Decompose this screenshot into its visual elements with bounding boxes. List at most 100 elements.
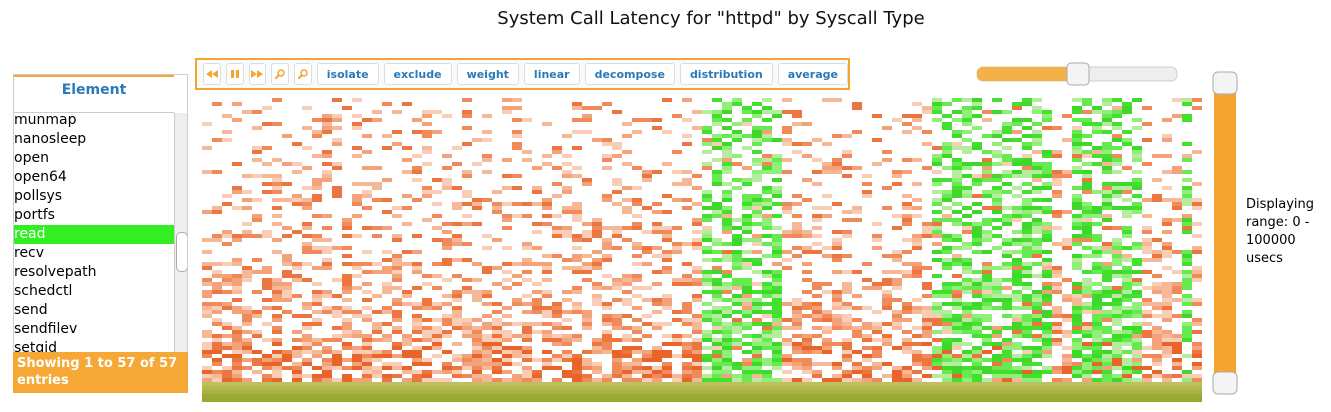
heatmap-cell — [752, 362, 762, 366]
horizontal-slider[interactable] — [975, 62, 1181, 86]
list-item[interactable]: sendfilev — [14, 321, 78, 337]
list-item[interactable]: send — [14, 302, 48, 318]
heatmap-cell — [602, 334, 612, 338]
list-item[interactable]: read — [14, 225, 174, 244]
heatmap-cell — [722, 362, 732, 366]
list-header[interactable]: Element — [14, 75, 174, 113]
heatmap-cell — [1152, 386, 1162, 390]
heatmap-cell — [322, 114, 332, 118]
heatmap-cell — [1062, 366, 1072, 370]
toolbar-button[interactable]: weight — [456, 63, 519, 85]
heatmap-cell — [722, 258, 732, 262]
heatmap-cell — [1102, 386, 1112, 390]
heatmap-cell — [262, 122, 272, 126]
heatmap-cell — [412, 306, 422, 310]
rewind-button[interactable] — [203, 63, 221, 85]
heatmap-cell — [482, 130, 492, 134]
heatmap-cell — [692, 294, 702, 298]
list-item[interactable]: resolvepath — [14, 264, 97, 280]
list-item[interactable]: open — [14, 150, 49, 166]
list-item[interactable]: recv — [14, 245, 45, 261]
heatmap-cell — [242, 382, 252, 386]
toolbar-button[interactable]: decompose — [584, 63, 675, 85]
toolbar-button[interactable]: exclude — [383, 63, 452, 85]
heatmap-cell — [302, 246, 312, 250]
heatmap-cell — [982, 378, 992, 382]
heatmap-cell — [782, 126, 792, 130]
heatmap-cell — [422, 334, 432, 338]
list-item[interactable]: schedctl — [14, 283, 73, 299]
heatmap-cell — [272, 290, 282, 294]
list-item[interactable]: nanosleep — [14, 131, 87, 147]
heatmap-cell — [572, 286, 582, 290]
slider-knob-bottom[interactable] — [1212, 371, 1238, 395]
heatmap-cell — [422, 282, 432, 286]
heatmap-cell — [832, 302, 842, 306]
list-item[interactable]: munmap — [14, 112, 77, 128]
heatmap-cell — [952, 346, 962, 350]
heatmap-cell — [1132, 154, 1142, 158]
heatmap-cell — [352, 274, 362, 278]
heatmap-cell — [1072, 342, 1082, 346]
pause-button[interactable] — [225, 63, 244, 85]
heatmap-cell — [1162, 170, 1172, 174]
scroll-thumb[interactable] — [176, 232, 187, 272]
list-item[interactable]: portfs — [14, 207, 55, 223]
list-item[interactable]: open64 — [14, 169, 67, 185]
heatmap-cell — [732, 258, 742, 262]
zoom-in-button[interactable] — [271, 63, 289, 85]
heatmap-cell — [422, 146, 432, 150]
vertical-slider[interactable] — [1210, 70, 1242, 396]
heatmap-cell — [362, 342, 372, 346]
heatmap-cell — [1082, 370, 1092, 374]
heatmap-cell — [1042, 334, 1052, 338]
heatmap-cell — [1162, 222, 1172, 226]
heatmap-cell — [1192, 222, 1202, 226]
heatmap-cell — [842, 354, 852, 358]
heatmap-cell — [852, 362, 862, 366]
toolbar-button[interactable]: isolate — [316, 63, 379, 85]
heatmap-cell — [762, 322, 772, 326]
heatmap-cell — [1032, 314, 1042, 318]
heatmap-cell — [1082, 134, 1092, 138]
heatmap-cell — [1162, 246, 1172, 250]
heatmap-cell — [1142, 390, 1152, 394]
heatmap-cell — [902, 382, 912, 386]
heatmap-cell — [972, 330, 982, 334]
heatmap-cell — [1102, 206, 1112, 210]
list-item[interactable]: pollsys — [14, 188, 63, 204]
forward-button[interactable] — [248, 63, 267, 85]
heatmap-cell — [832, 386, 842, 390]
heatmap-cell — [202, 374, 212, 378]
heatmap-cell — [1092, 162, 1102, 166]
heatmap-cell — [352, 122, 362, 126]
heatmap-cell — [682, 350, 692, 354]
heatmap-cell — [1072, 330, 1082, 334]
toolbar-button[interactable]: distribution — [679, 63, 773, 85]
zoom-out-button[interactable] — [294, 63, 312, 85]
heatmap-cell — [612, 326, 622, 330]
heatmap-cell — [972, 126, 982, 130]
heatmap-cell — [1042, 298, 1052, 302]
heatmap-cell — [282, 310, 292, 314]
heatmap-cell — [442, 370, 452, 374]
heatmap-cell — [692, 186, 702, 190]
heatmap-cell — [522, 262, 532, 266]
heatmap-cell — [1072, 206, 1082, 210]
heatmap-cell — [572, 218, 582, 222]
toolbar-button[interactable]: linear — [523, 63, 580, 85]
heatmap-cell — [712, 174, 722, 178]
heatmap-cell — [232, 306, 242, 310]
slider-knob-top[interactable] — [1212, 71, 1238, 95]
heatmap-cell — [382, 306, 392, 310]
heatmap-cell — [1042, 206, 1052, 210]
heatmap-cell — [442, 222, 452, 226]
heatmap-cell — [502, 390, 512, 394]
heatmap-cell — [942, 150, 952, 154]
slider-knob[interactable] — [1066, 62, 1090, 86]
heatmap-cell — [732, 382, 742, 386]
heatmap-cell — [702, 318, 712, 322]
heatmap-cell — [682, 302, 692, 306]
heatmap-cell — [872, 138, 882, 142]
toolbar-button[interactable]: average — [777, 63, 848, 85]
